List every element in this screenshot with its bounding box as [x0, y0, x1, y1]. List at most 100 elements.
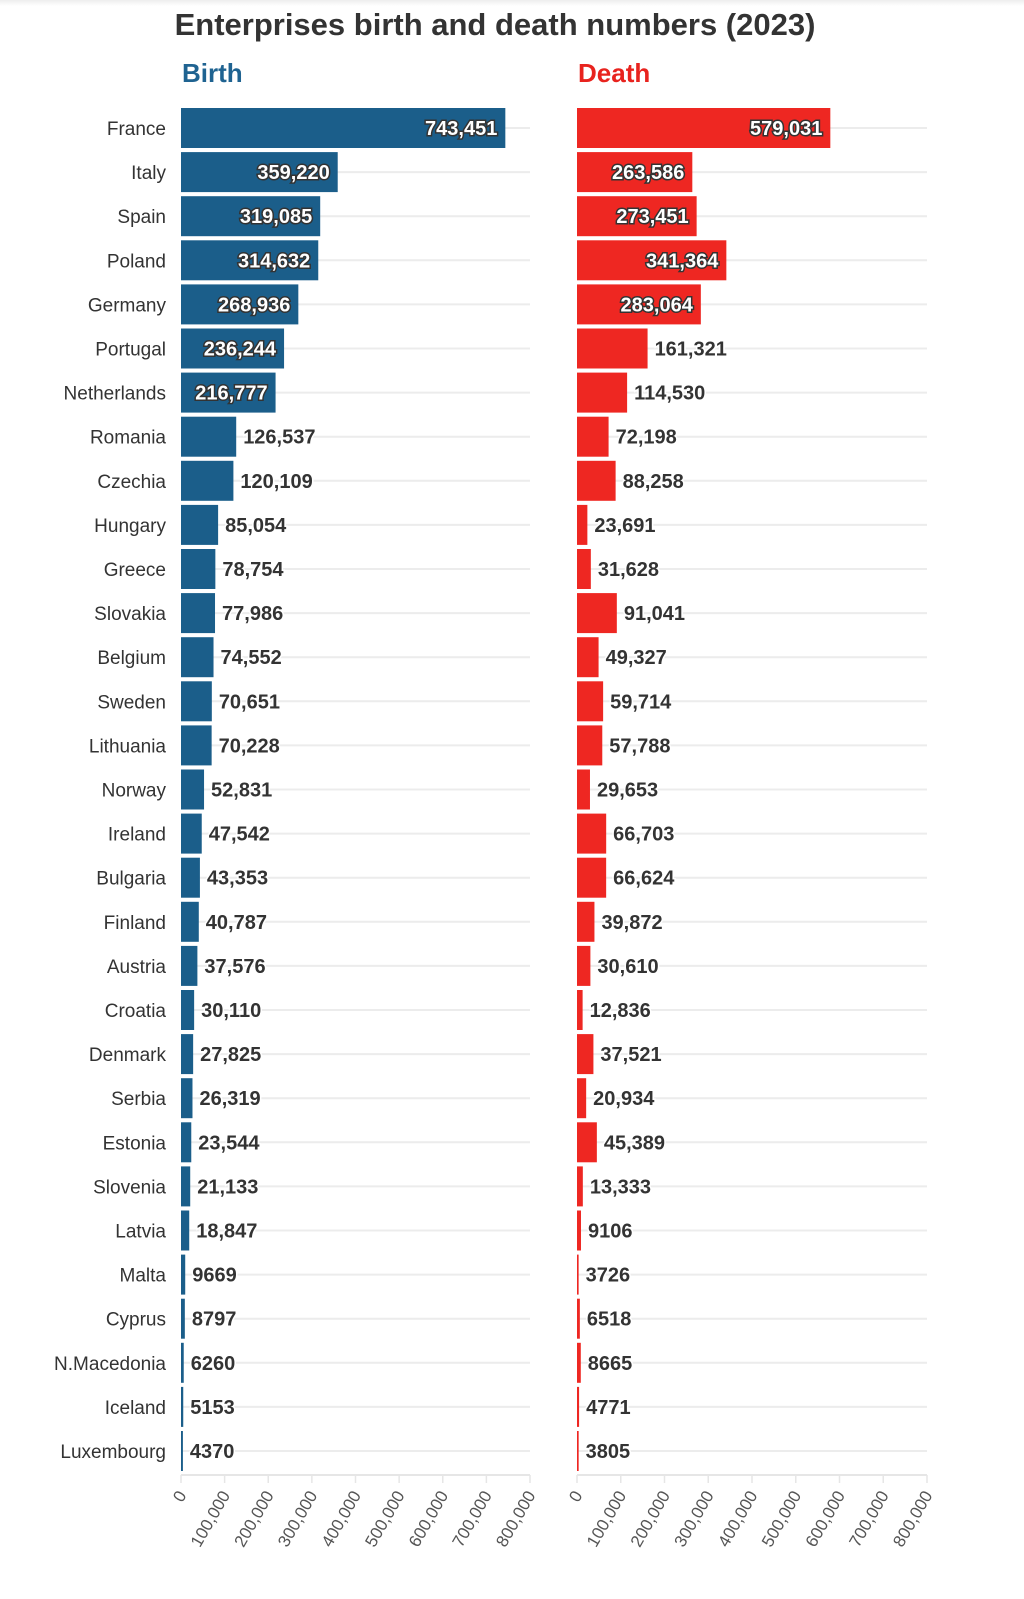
data-label: 39,872 [601, 912, 662, 934]
x-tick-label: 0 [169, 1488, 190, 1506]
category-label: Hungary [94, 516, 166, 537]
data-label: 30,110 [201, 1000, 261, 1022]
bar-death [577, 1210, 581, 1251]
category-label: Belgium [97, 648, 166, 669]
bar-death [577, 504, 588, 545]
data-label: 5153 [190, 1397, 235, 1419]
data-label: 21,133 [197, 1176, 258, 1198]
data-label: 12,836 [590, 1000, 651, 1022]
bar-birth [181, 813, 202, 854]
category-label: Italy [131, 163, 166, 184]
bar-death [577, 857, 607, 898]
bar-birth [181, 108, 506, 148]
category-label: Germany [88, 295, 167, 316]
bar-birth [181, 1386, 184, 1427]
bar-birth [181, 1431, 183, 1471]
category-label: Netherlands [64, 384, 166, 405]
data-label: 13,333 [590, 1176, 651, 1198]
category-label: Croatia [105, 1001, 167, 1022]
data-label: 70,651 [219, 691, 280, 713]
x-tick-label: 200,000 [231, 1488, 278, 1551]
category-label: Finland [104, 913, 166, 934]
data-label: 743,451 [425, 118, 497, 140]
data-label: 30,610 [597, 956, 658, 978]
x-tick-label: 600,000 [802, 1488, 849, 1551]
category-label: Sweden [97, 692, 166, 713]
bar-birth [181, 196, 321, 237]
x-tick-label: 400,000 [714, 1488, 761, 1551]
data-label: 72,198 [616, 427, 677, 449]
data-label: 31,628 [598, 559, 659, 581]
data-label: 359,220 [257, 162, 329, 184]
bar-death [577, 1342, 581, 1383]
data-label: 314,632 [238, 250, 310, 272]
data-label: 40,787 [206, 912, 267, 934]
category-label: Serbia [111, 1089, 166, 1110]
x-tick-label: 600,000 [405, 1488, 452, 1551]
bar-death [577, 1386, 580, 1427]
x-tick-label: 300,000 [274, 1488, 321, 1551]
category-label: Lithuania [89, 736, 167, 757]
bar-birth [181, 328, 285, 369]
x-tick-label: 200,000 [627, 1488, 674, 1551]
data-label: 120,109 [240, 471, 312, 493]
bar-birth [181, 1078, 193, 1119]
x-tick-label: 700,000 [846, 1488, 893, 1551]
data-label: 23,691 [594, 515, 655, 537]
data-label: 8665 [588, 1353, 633, 1375]
top-border [0, 0, 1024, 6]
bar-birth [181, 549, 216, 589]
bar-birth [181, 769, 205, 810]
x-tick-label: 800,000 [492, 1488, 539, 1551]
x-tick-label: 100,000 [187, 1488, 234, 1551]
data-label: 43,353 [207, 868, 268, 890]
bar-death [577, 945, 591, 986]
category-label: Greece [104, 560, 166, 581]
data-label: 66,703 [613, 824, 674, 846]
data-label: 273,451 [616, 206, 688, 228]
panel-title-death: Death [578, 58, 650, 88]
data-label: 268,936 [218, 294, 290, 316]
bar-death [577, 725, 603, 766]
data-label: 66,624 [613, 868, 675, 890]
x-tick-label: 400,000 [318, 1488, 365, 1551]
data-label: 37,576 [204, 956, 265, 978]
bar-death [577, 1122, 597, 1163]
data-label: 57,788 [609, 735, 670, 757]
bar-birth [181, 990, 195, 1030]
data-label: 319,085 [240, 206, 312, 228]
category-label: Norway [102, 781, 167, 802]
bar-birth [181, 504, 219, 545]
data-label: 23,544 [198, 1132, 260, 1154]
bar-birth [181, 901, 199, 942]
data-label: 77,986 [222, 603, 283, 625]
x-tick-label: 0 [565, 1488, 586, 1506]
data-label: 47,542 [209, 824, 270, 846]
bar-birth [181, 1166, 191, 1207]
data-label: 236,244 [204, 339, 277, 361]
bar-birth [181, 1298, 185, 1339]
bar-death [577, 1078, 587, 1119]
category-label: Austria [107, 957, 167, 978]
data-label: 70,228 [219, 735, 280, 757]
x-tick-label: 800,000 [889, 1488, 936, 1551]
bar-death [577, 1298, 580, 1339]
data-label: 9669 [192, 1265, 237, 1287]
bar-birth [181, 1254, 186, 1295]
data-label: 27,825 [200, 1044, 261, 1066]
bar-death [577, 372, 628, 413]
category-label: Spain [117, 207, 166, 228]
bar-birth [181, 284, 299, 325]
data-label: 579,031 [750, 118, 822, 140]
data-label: 6518 [587, 1309, 632, 1331]
chart-title: Enterprises birth and death numbers (202… [175, 7, 816, 42]
category-label: Ireland [108, 825, 166, 846]
data-label: 4771 [586, 1397, 631, 1419]
bar-death [577, 328, 648, 369]
data-label: 45,389 [604, 1132, 665, 1154]
bar-death [577, 1166, 583, 1207]
x-tick-label: 500,000 [758, 1488, 805, 1551]
category-label: Bulgaria [96, 869, 166, 890]
bar-death [577, 108, 831, 148]
